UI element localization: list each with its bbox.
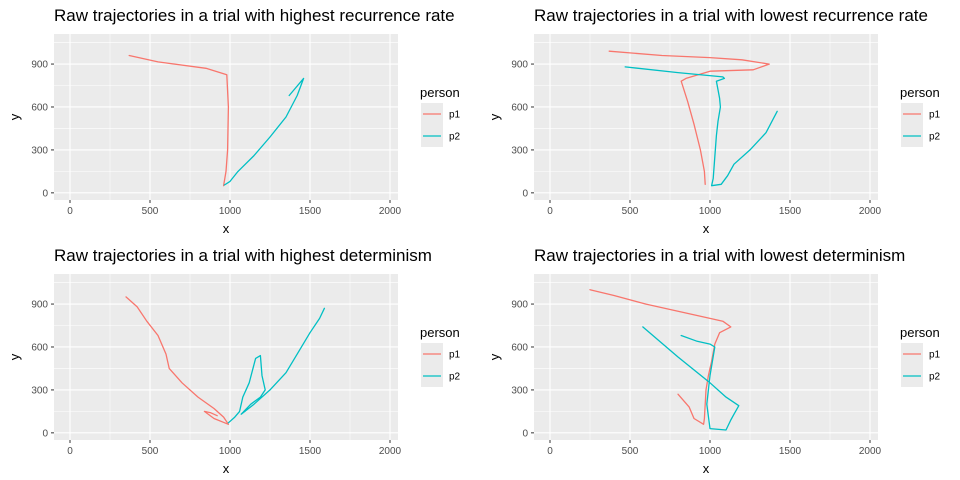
- y-tick-label: 0: [522, 188, 528, 199]
- legend: person p1 p2: [900, 325, 941, 387]
- legend-label-p1: p1: [929, 110, 941, 121]
- panel-highest-recurrence-rate: Raw trajectories in a trial with highest…: [0, 0, 480, 240]
- y-tick-label: 300: [31, 385, 48, 396]
- chart-highest-determinism: Raw trajectories in a trial with highest…: [7, 246, 461, 476]
- x-tick-label: 2000: [379, 446, 402, 457]
- y-tick-label: 900: [511, 300, 528, 311]
- y-tick-label: 600: [511, 342, 528, 353]
- x-tick-label: 0: [547, 206, 553, 217]
- x-tick-label: 0: [547, 446, 553, 457]
- x-axis-title: x: [223, 461, 230, 476]
- series-line-p2: [624, 66, 778, 187]
- legend-label-p1: p1: [449, 350, 461, 361]
- y-axis-title: y: [7, 353, 22, 360]
- chart-lowest-recurrence-rate: Raw trajectories in a trial with lowest …: [487, 6, 941, 236]
- series-line-p1: [125, 296, 230, 425]
- panel-highest-determinism: Raw trajectories in a trial with highest…: [0, 240, 480, 480]
- x-axis-title: x: [703, 221, 710, 236]
- x-tick-label: 0: [67, 206, 73, 217]
- plot-panel: [54, 274, 398, 440]
- legend: person p1 p2: [420, 325, 461, 387]
- y-axis-title: y: [487, 113, 502, 120]
- chart-title: Raw trajectories in a trial with highest…: [54, 6, 455, 25]
- legend-label-p2: p2: [449, 372, 461, 383]
- x-tick-label: 1500: [299, 206, 322, 217]
- y-tick-label: 300: [511, 145, 528, 156]
- minor-gridlines: [54, 34, 398, 200]
- y-tick-label: 600: [31, 342, 48, 353]
- y-tick-label: 600: [31, 102, 48, 113]
- legend: person p1 p2: [420, 85, 461, 147]
- plot-panel: [534, 274, 878, 440]
- chart-highest-recurrence-rate: Raw trajectories in a trial with highest…: [7, 6, 461, 236]
- legend-title: person: [900, 325, 940, 340]
- x-tick-label: 500: [622, 446, 639, 457]
- x-tick-label: 1000: [219, 206, 242, 217]
- x-axis-title: x: [223, 221, 230, 236]
- legend-label-p2: p2: [929, 372, 941, 383]
- x-tick-label: 2000: [859, 446, 882, 457]
- x-tick-label: 1500: [779, 446, 802, 457]
- major-gridlines: [54, 34, 398, 200]
- legend-title: person: [420, 85, 460, 100]
- x-tick-label: 500: [142, 446, 159, 457]
- legend-title: person: [420, 325, 460, 340]
- y-tick-label: 300: [511, 385, 528, 396]
- minor-gridlines: [534, 274, 878, 440]
- y-tick-label: 600: [511, 102, 528, 113]
- y-tick-label: 0: [42, 188, 48, 199]
- legend-label-p2: p2: [449, 132, 461, 143]
- y-axis-title: y: [487, 353, 502, 360]
- x-tick-label: 1000: [219, 446, 242, 457]
- legend-title: person: [900, 85, 940, 100]
- minor-gridlines: [534, 34, 878, 200]
- y-tick-label: 0: [522, 428, 528, 439]
- x-tick-label: 1000: [699, 206, 722, 217]
- panel-lowest-recurrence-rate: Raw trajectories in a trial with lowest …: [480, 0, 960, 240]
- x-tick-label: 500: [142, 206, 159, 217]
- legend: person p1 p2: [900, 85, 941, 147]
- x-tick-label: 1500: [299, 446, 322, 457]
- y-tick-label: 0: [42, 428, 48, 439]
- y-axis-title: y: [7, 113, 22, 120]
- x-tick-label: 1500: [779, 206, 802, 217]
- series-line-p1: [589, 289, 732, 425]
- legend-label-p1: p1: [929, 350, 941, 361]
- chart-title: Raw trajectories in a trial with lowest …: [534, 246, 905, 265]
- panel-lowest-determinism: Raw trajectories in a trial with lowest …: [480, 240, 960, 480]
- legend-label-p2: p2: [929, 132, 941, 143]
- plot-panel: [534, 34, 878, 200]
- minor-gridlines: [54, 274, 398, 440]
- y-tick-label: 900: [31, 300, 48, 311]
- y-tick-label: 900: [31, 60, 48, 71]
- x-tick-label: 1000: [699, 446, 722, 457]
- major-gridlines: [534, 274, 878, 440]
- series-line-p2: [227, 307, 326, 424]
- x-axis-title: x: [703, 461, 710, 476]
- chart-lowest-determinism: Raw trajectories in a trial with lowest …: [487, 246, 941, 476]
- y-tick-label: 900: [511, 60, 528, 71]
- x-tick-label: 500: [622, 206, 639, 217]
- series-line-p2: [642, 326, 740, 431]
- chart-title: Raw trajectories in a trial with lowest …: [534, 6, 928, 25]
- x-tick-label: 2000: [379, 206, 402, 217]
- y-tick-label: 300: [31, 145, 48, 156]
- major-gridlines: [54, 274, 398, 440]
- x-tick-label: 0: [67, 446, 73, 457]
- series-line-p2: [223, 77, 305, 186]
- legend-label-p1: p1: [449, 110, 461, 121]
- x-tick-label: 2000: [859, 206, 882, 217]
- major-gridlines: [534, 34, 878, 200]
- chart-title: Raw trajectories in a trial with highest…: [54, 246, 432, 265]
- series-line-p1: [128, 54, 230, 187]
